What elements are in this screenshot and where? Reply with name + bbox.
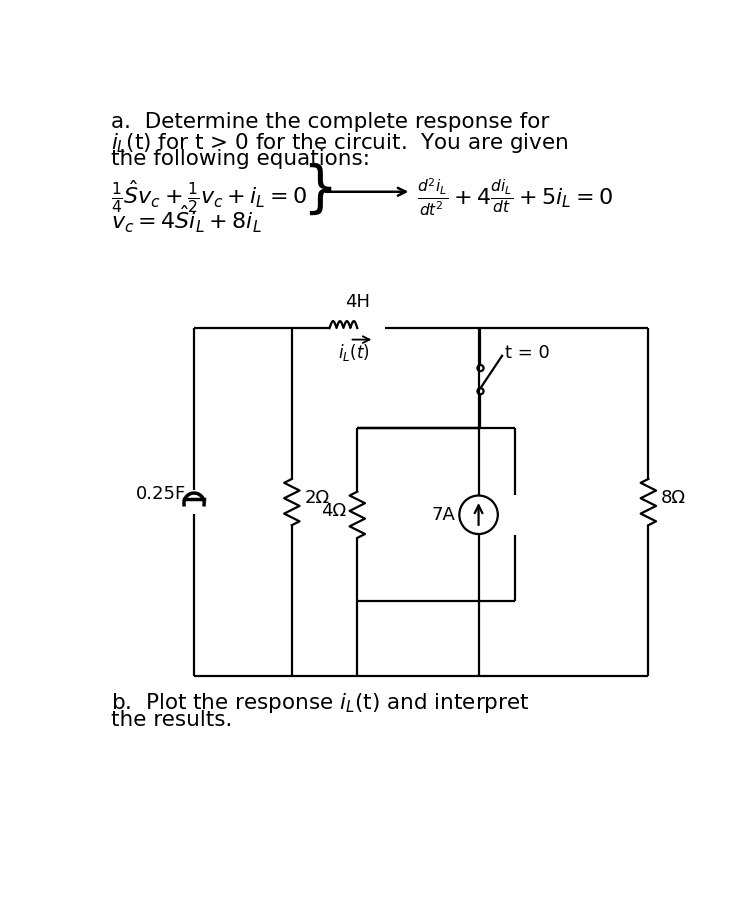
Text: 0.25F: 0.25F	[136, 485, 187, 503]
Text: 4Ω: 4Ω	[321, 502, 347, 520]
Text: }: }	[302, 163, 337, 216]
Text: b.  Plot the response $i_L$(t) and interpret: b. Plot the response $i_L$(t) and interp…	[111, 691, 530, 716]
Text: $i_L$(t) for t > 0 for the circuit.  You are given: $i_L$(t) for t > 0 for the circuit. You …	[111, 131, 568, 155]
Text: $\frac{1}{4}\hat{S}v_c + \frac{1}{2}v_c + i_L = 0$: $\frac{1}{4}\hat{S}v_c + \frac{1}{2}v_c …	[111, 178, 307, 214]
Text: 8Ω: 8Ω	[661, 490, 685, 507]
Text: t = 0: t = 0	[505, 344, 550, 362]
Text: the results.: the results.	[111, 710, 232, 730]
Text: $v_c = 4\hat{S}i_L + 8i_L$: $v_c = 4\hat{S}i_L + 8i_L$	[111, 204, 261, 234]
Text: the following equations:: the following equations:	[111, 149, 370, 169]
Text: 4H: 4H	[345, 293, 370, 311]
Text: a.  Determine the complete response for: a. Determine the complete response for	[111, 112, 549, 132]
Text: 2Ω: 2Ω	[304, 490, 330, 507]
Text: $i_L(t)$: $i_L(t)$	[338, 342, 369, 363]
Text: $\frac{d^2i_L}{dt^2} + 4\frac{di_L}{dt} + 5i_L = 0$: $\frac{d^2i_L}{dt^2} + 4\frac{di_L}{dt} …	[417, 177, 613, 218]
Text: 7A: 7A	[431, 506, 455, 524]
